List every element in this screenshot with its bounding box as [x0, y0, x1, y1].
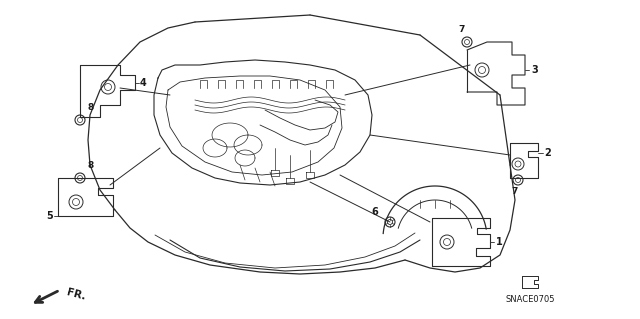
Text: SNACE0705: SNACE0705: [505, 295, 555, 305]
Text: FR.: FR.: [65, 288, 86, 302]
Text: 5: 5: [46, 211, 53, 221]
Text: 3: 3: [531, 65, 538, 75]
Text: 7: 7: [459, 26, 465, 34]
Text: 4: 4: [140, 78, 147, 88]
Text: 2: 2: [544, 148, 551, 158]
Text: 8: 8: [88, 103, 94, 113]
Text: 7: 7: [512, 188, 518, 197]
Text: 8: 8: [88, 161, 94, 170]
Text: 6: 6: [371, 207, 378, 217]
Text: 1: 1: [496, 237, 503, 247]
